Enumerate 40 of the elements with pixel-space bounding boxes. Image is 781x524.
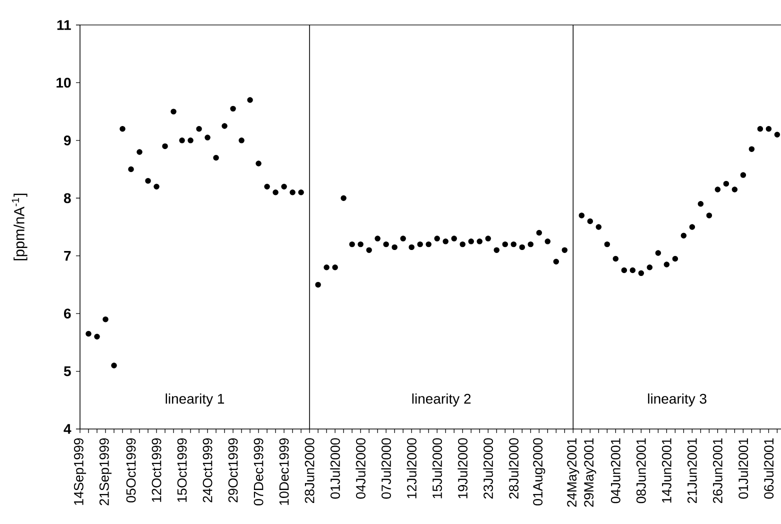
x-tick-label: 04Jul2000 xyxy=(356,438,366,499)
x-tick-label: 12Oct1999 xyxy=(152,438,162,502)
x-tick-label: 15Jul2000 xyxy=(432,438,442,498)
annotation: linearity 1 xyxy=(166,393,224,407)
x-tick-label: 23Jul2000 xyxy=(483,438,493,499)
x-tick-label: 28Jul2000 xyxy=(508,438,519,499)
x-tick-label: 24Oct1999 xyxy=(202,438,212,502)
annotation: linearity 3 xyxy=(648,393,706,407)
x-tick-label: 08Jun2001 xyxy=(636,438,646,504)
x-tick-label: 24May2001 xyxy=(567,438,580,507)
y-tick-label: 6 xyxy=(64,308,71,319)
x-tick-label: 15Oct1999 xyxy=(177,438,187,502)
x-tick-label: 26Jun2001 xyxy=(712,438,722,504)
x-tick-label: 04Jun2001 xyxy=(610,438,620,504)
x-tick-label: 01Aug2000 xyxy=(533,438,546,506)
x-tick-label: 10Dec1999 xyxy=(279,438,289,505)
x-tick-label: 29May2001 xyxy=(584,438,596,507)
y-tick-label: 11 xyxy=(57,20,71,30)
x-tick-label: 01Jul2001 xyxy=(738,438,748,499)
annotation: linearity 2 xyxy=(412,393,471,407)
x-tick-label: 21Jun2001 xyxy=(687,438,697,504)
x-tick-label: 14Sep1999 xyxy=(74,438,86,505)
y-tick-label: 7 xyxy=(64,251,71,261)
x-tick-label: 05Oct1999 xyxy=(126,438,136,502)
y-tick-label: 10 xyxy=(56,78,71,88)
x-tick-label: 29Oct1999 xyxy=(228,438,238,502)
y-tick-label: 5 xyxy=(64,366,71,376)
y-tick-label: 9 xyxy=(64,135,71,146)
y-axis-title: [ppm/nA$^{-1}$] xyxy=(12,194,28,260)
x-tick-label: 06Jul2001 xyxy=(764,438,774,499)
x-tick-label: 21Sep1999 xyxy=(99,438,112,506)
x-tick-label: 19Jul2000 xyxy=(458,438,468,498)
x-tick-label: 01Jul2000 xyxy=(330,438,340,499)
y-tick-label: 8 xyxy=(64,193,71,204)
x-tick-label: 07Jul2000 xyxy=(381,438,391,499)
x-tick-label: 12Jul2000 xyxy=(406,438,416,498)
x-tick-label: 14Jun2001 xyxy=(662,438,672,503)
y-tick-label: 4 xyxy=(64,424,72,434)
x-tick-label: 28Jun2000 xyxy=(304,438,314,504)
x-tick-label: 07Dec1999 xyxy=(254,438,264,506)
